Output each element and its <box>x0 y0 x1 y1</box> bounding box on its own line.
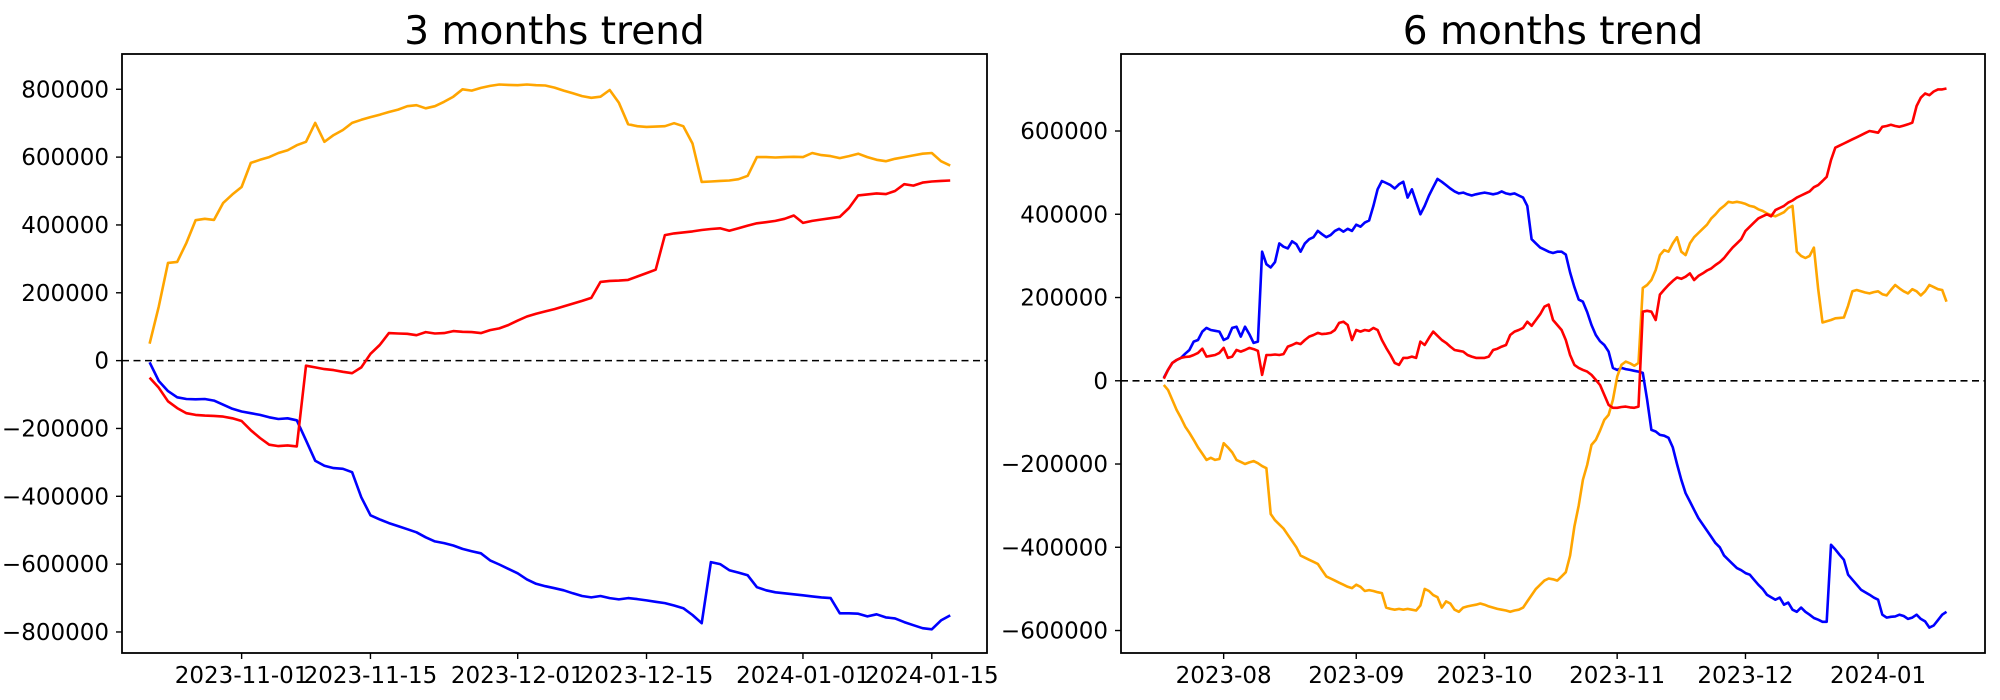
y-tick-label: 0 <box>1093 369 1108 395</box>
x-tick-label: 2023-11 <box>1569 663 1665 689</box>
y-tick-label: −600000 <box>1001 619 1108 645</box>
series-line-blue <box>1162 177 1948 629</box>
y-tick-label: −600000 <box>2 552 109 578</box>
y-tick-label: −400000 <box>1001 535 1108 561</box>
series-line-red <box>148 179 951 448</box>
x-tick-label: 2023-10 <box>1437 663 1533 689</box>
y-tick-label: 200000 <box>1020 286 1108 312</box>
x-tick-label: 2024-01-15 <box>865 663 999 689</box>
series-line-blue <box>148 361 951 631</box>
plot-area-3-months: 800000 600000 400000 200000 0 −200000 −400000 −… <box>2 53 999 689</box>
x-tick-label: 2023-12-15 <box>580 663 714 689</box>
x-tick-label: 2024-01-01 <box>736 663 870 689</box>
series-line-orange <box>148 83 951 345</box>
series-line-orange <box>1162 200 1948 614</box>
x-tick-label: 2024-01 <box>1830 663 1926 689</box>
x-tick-label: 2023-11-15 <box>304 663 438 689</box>
y-tick-label: 400000 <box>1020 202 1108 228</box>
plot-area-6-months: 600000 400000 200000 0 −200000 −400000 −600000… <box>1001 53 1986 689</box>
y-tick-label: −200000 <box>1001 452 1108 478</box>
chart-title-3-months: 3 months trend <box>404 9 704 54</box>
x-tick-label: 2023-09 <box>1308 663 1404 689</box>
y-tick-label: 0 <box>94 349 109 375</box>
y-tick-label: 200000 <box>21 281 109 307</box>
y-tick-label: 600000 <box>21 145 109 171</box>
x-tick-label: 2023-11-01 <box>175 663 309 689</box>
y-tick-label: 600000 <box>1020 119 1108 145</box>
series-line-red <box>1162 87 1947 410</box>
x-tick-label: 2023-12 <box>1697 663 1793 689</box>
x-tick-label: 2023-08 <box>1176 663 1272 689</box>
plot-border <box>1120 53 1986 654</box>
y-tick-label: −400000 <box>2 484 109 510</box>
x-tick-label: 2023-12-01 <box>451 663 585 689</box>
chart-title-6-months: 6 months trend <box>1403 9 1703 54</box>
chart-3-months-trend: 3 months trend 800000 600000 400000 200000 0… <box>2 9 999 689</box>
chart-6-months-trend: 6 months trend 600000 400000 200000 0 −20000… <box>1001 9 1986 689</box>
y-tick-label: −800000 <box>2 620 109 646</box>
y-tick-label: 800000 <box>21 77 109 103</box>
y-tick-label: −200000 <box>2 416 109 442</box>
y-tick-label: 400000 <box>21 213 109 239</box>
plot-border <box>121 53 988 654</box>
